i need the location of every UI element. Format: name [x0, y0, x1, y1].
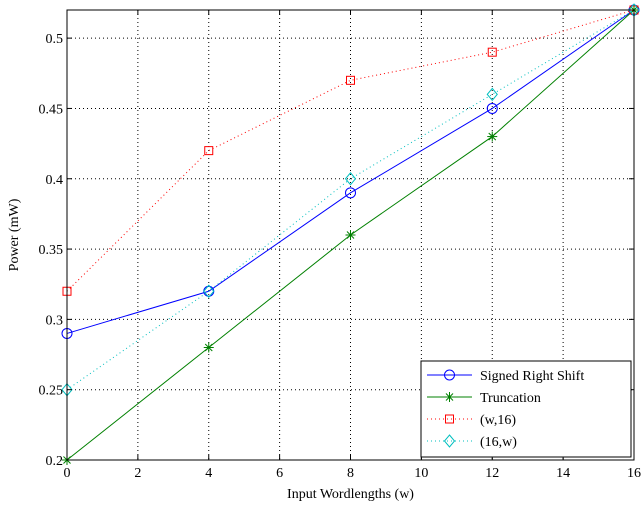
y-tick-label: 0.25: [39, 384, 64, 399]
legend: Signed Right Shift Truncation (w,16) (16,w): [420, 360, 632, 458]
axes-ticks: [66, 10, 635, 461]
y-tick-label: 0.5: [46, 32, 64, 47]
x-tick-label: 2: [134, 466, 141, 481]
y-tick-label: 0.4: [46, 173, 64, 188]
x-tick-label: 10: [414, 466, 428, 481]
series-line: [66, 9, 635, 334]
y-tick-labels: 0.2 0.25 0.3 0.35 0.4 0.45 0.5: [39, 32, 64, 469]
data-point: [486, 102, 498, 114]
data-point: [487, 47, 497, 57]
data-point: [345, 187, 356, 199]
legend-entry: Signed Right Shift: [427, 369, 584, 384]
y-tick-label: 0.3: [46, 313, 64, 328]
legend-label: (16,w): [480, 435, 517, 450]
legend-entry: Truncation: [427, 391, 541, 406]
legend-marker: [444, 369, 455, 381]
legend-marker: [444, 392, 455, 402]
legend-label: (w,16): [480, 413, 516, 428]
y-axis-label: Power (mW): [7, 198, 22, 271]
x-axis-label: Input Wordlengths (w): [287, 487, 414, 502]
y-tick-label: 0.45: [39, 102, 64, 117]
data-point: [346, 75, 355, 85]
legend-entry: (w,16): [427, 413, 516, 428]
x-tick-label: 8: [347, 466, 354, 481]
data-point: [203, 342, 214, 353]
x-tick-label: 4: [205, 466, 212, 481]
x-tick-label: 14: [556, 466, 570, 481]
y-tick-label: 0.35: [39, 243, 64, 258]
x-tick-label: 0: [64, 466, 71, 481]
data-point: [204, 146, 214, 156]
y-tick-label: 0.2: [46, 454, 64, 469]
series-layer: [61, 3, 640, 465]
data-point: [203, 284, 215, 299]
legend-label: Signed Right Shift: [480, 369, 584, 384]
data-point: [486, 87, 498, 102]
x-tick-label: 12: [485, 466, 499, 481]
legend-entry: (16,w): [427, 434, 517, 450]
data-point: [345, 230, 356, 240]
series-0: [61, 4, 640, 339]
legend-marker: [443, 434, 456, 448]
x-tick-label: 16: [627, 466, 641, 481]
data-point: [344, 171, 357, 186]
x-tick-label: 6: [276, 466, 283, 481]
legend-label: Truncation: [480, 391, 541, 406]
data-point: [487, 131, 498, 142]
legend-marker: [445, 414, 454, 424]
x-tick-labels: 0 2 4 6 8 10 12 14 16: [64, 466, 642, 481]
